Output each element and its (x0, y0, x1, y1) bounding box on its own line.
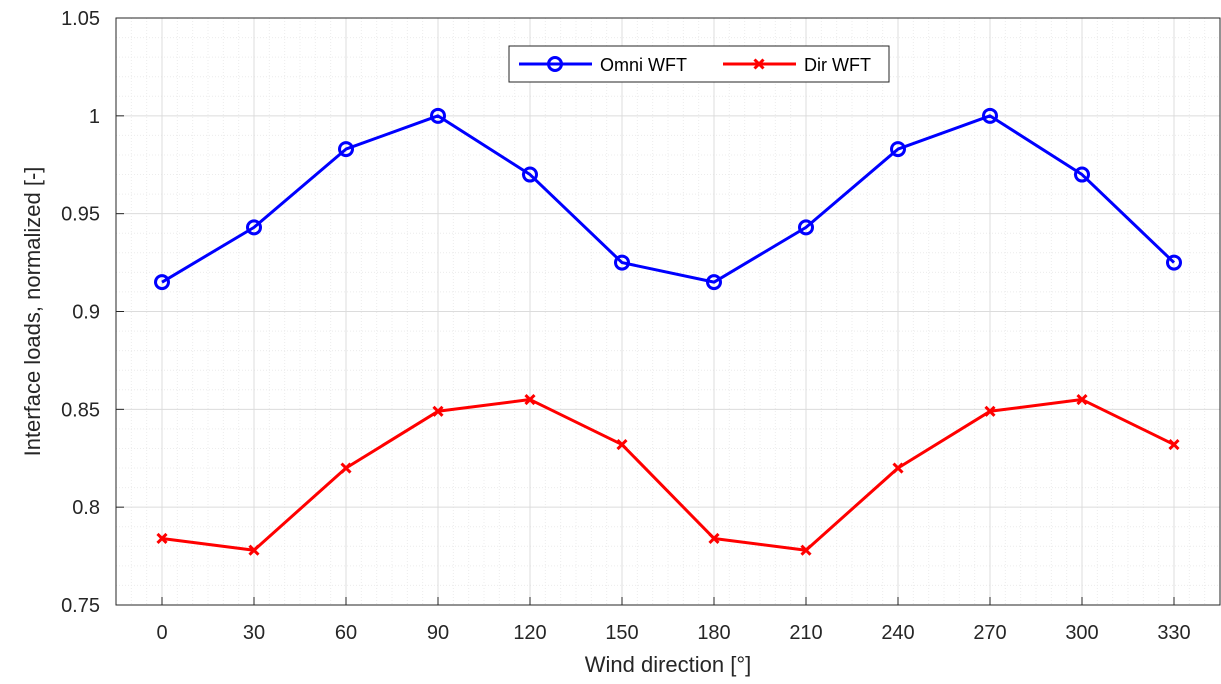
y-tick-label: 0.8 (72, 497, 100, 519)
series-omni-wft (154, 107, 1182, 291)
data-point (890, 141, 906, 158)
data-point (340, 462, 352, 474)
data-point (1074, 166, 1090, 183)
data-point (156, 532, 168, 545)
data-point (616, 438, 628, 451)
data-point (522, 166, 538, 183)
x-tick-label: 330 (1157, 622, 1190, 644)
data-point (248, 544, 260, 556)
x-tick-label: 90 (427, 622, 449, 644)
data-point (432, 405, 444, 417)
y-tick-label: 1 (89, 106, 100, 128)
y-tick-labels: 0.75 0.8 0.85 0.9 0.95 1 1.05 (61, 8, 100, 617)
data-point (1168, 438, 1180, 451)
legend-label-dir-wft: Dir WFT (804, 55, 871, 75)
y-tick-label: 1.05 (61, 8, 100, 30)
x-tick-labels: 0 30 60 90 120 150 180 210 240 270 300 330 (156, 622, 1190, 644)
legend-marker-omni-wft (547, 56, 563, 72)
y-tick-label: 0.95 (61, 204, 100, 226)
legend-marker-dir-wft (753, 58, 765, 70)
x-tick-label: 240 (881, 622, 914, 644)
x-tick-label: 0 (156, 622, 167, 644)
data-point (246, 219, 262, 236)
x-tick-label: 120 (513, 622, 546, 644)
data-point (798, 219, 814, 236)
x-tick-label: 30 (243, 622, 265, 644)
data-point (338, 141, 354, 158)
y-axis-label: Interface loads, normalized [-] (20, 167, 45, 457)
data-point (706, 274, 722, 291)
x-axis-label: Wind direction [°] (585, 652, 752, 677)
series-layer (154, 107, 1182, 556)
x-tick-label: 270 (973, 622, 1006, 644)
y-tick-label: 0.85 (61, 399, 100, 421)
legend: Omni WFT Dir WFT (508, 45, 890, 83)
data-point (1076, 393, 1088, 406)
x-tick-label: 300 (1065, 622, 1098, 644)
legend-label-omni-wft: Omni WFT (600, 55, 687, 75)
series-line (161, 398, 1175, 552)
y-tick-label: 0.75 (61, 595, 100, 617)
data-point (1166, 254, 1182, 271)
series-line (161, 114, 1176, 284)
data-point (524, 393, 536, 406)
data-point (800, 544, 812, 556)
tick-marks (116, 17, 1175, 606)
y-tick-label: 0.9 (72, 302, 100, 324)
x-tick-label: 150 (605, 622, 638, 644)
legend-entry-omni-wft: Omni WFT (519, 55, 687, 75)
data-point (708, 532, 720, 545)
data-point (892, 462, 904, 474)
legend-entry-dir-wft: Dir WFT (723, 55, 871, 75)
data-point (430, 107, 446, 124)
data-point (984, 405, 996, 417)
x-tick-label: 60 (335, 622, 357, 644)
data-point (154, 274, 170, 291)
x-tick-label: 180 (697, 622, 730, 644)
series-dir-wft (156, 393, 1180, 556)
x-tick-label: 210 (789, 622, 822, 644)
data-point (982, 107, 998, 124)
data-point (614, 254, 630, 271)
